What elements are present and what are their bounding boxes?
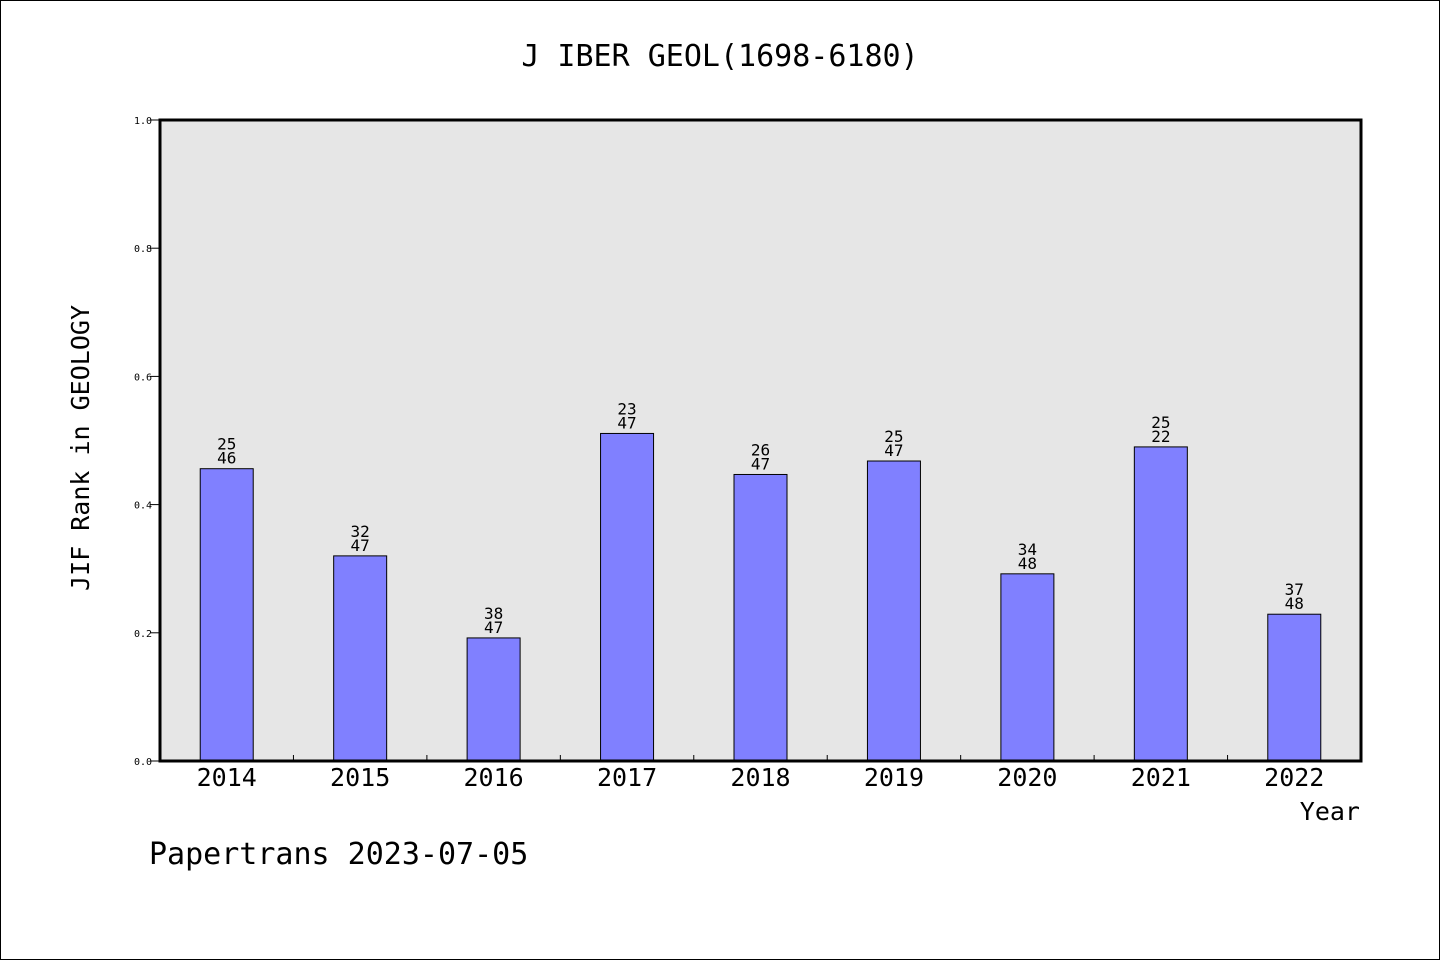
x-tick-label: 2017	[597, 763, 657, 792]
bar-2022	[1267, 613, 1322, 762]
x-tick-label: 2022	[1264, 763, 1324, 792]
bar-label-bottom: 47	[884, 441, 903, 460]
bar-label-top: 23	[617, 399, 636, 418]
y-tick-label: 0.2	[134, 629, 152, 640]
bar-label-bottom: 22	[1151, 427, 1170, 446]
bar-2014	[199, 468, 254, 762]
bar-label-top: 25	[884, 427, 903, 446]
bar-2016	[466, 637, 521, 762]
bar-label-bottom: 48	[1285, 594, 1304, 613]
footer-credit: Papertrans 2023-07-05	[149, 837, 528, 872]
bar-2021	[1133, 446, 1188, 762]
bar-label-top: 38	[484, 604, 503, 623]
bar-2017	[600, 432, 655, 762]
bar-label-bottom: 46	[217, 449, 236, 468]
bar-label-bottom: 47	[751, 454, 770, 473]
bar-2020	[1000, 573, 1055, 762]
chart-title: J IBER GEOL(1698-6180)	[521, 39, 918, 74]
y-tick-label: 0.6	[134, 372, 152, 383]
x-axis-label: Year	[1300, 797, 1360, 826]
y-tick-label: 0.4	[134, 501, 152, 512]
x-tick-label: 2015	[330, 763, 390, 792]
y-tick-label: 0.8	[134, 244, 152, 255]
bar-2018	[733, 473, 788, 762]
bar-label-top: 25	[217, 435, 236, 454]
bar-label-top: 32	[351, 522, 370, 541]
bar-label-bottom: 47	[617, 413, 636, 432]
y-tick-label: 1.0	[134, 116, 152, 127]
x-tick-label: 2021	[1131, 763, 1191, 792]
bar-label-top: 37	[1285, 580, 1304, 599]
x-tick-label: 2019	[864, 763, 924, 792]
bar-2019	[866, 460, 921, 762]
x-tick-label: 2020	[997, 763, 1057, 792]
x-tick-label: 2014	[197, 763, 257, 792]
y-tick-label: 0.0	[134, 757, 152, 768]
bar-label-bottom: 47	[484, 618, 503, 637]
bar-label-bottom: 48	[1018, 554, 1037, 573]
y-axis-label: JIF Rank in GEOLOGY	[66, 305, 95, 591]
bar-label-top: 34	[1018, 540, 1037, 559]
bar-2015	[333, 555, 388, 762]
bar-label-bottom: 47	[351, 536, 370, 555]
bar-label-top: 26	[751, 440, 770, 459]
bar-label-top: 25	[1151, 413, 1170, 432]
x-tick-label: 2016	[464, 763, 524, 792]
plot-border	[158, 118, 1363, 763]
x-tick-label: 2018	[730, 763, 790, 792]
